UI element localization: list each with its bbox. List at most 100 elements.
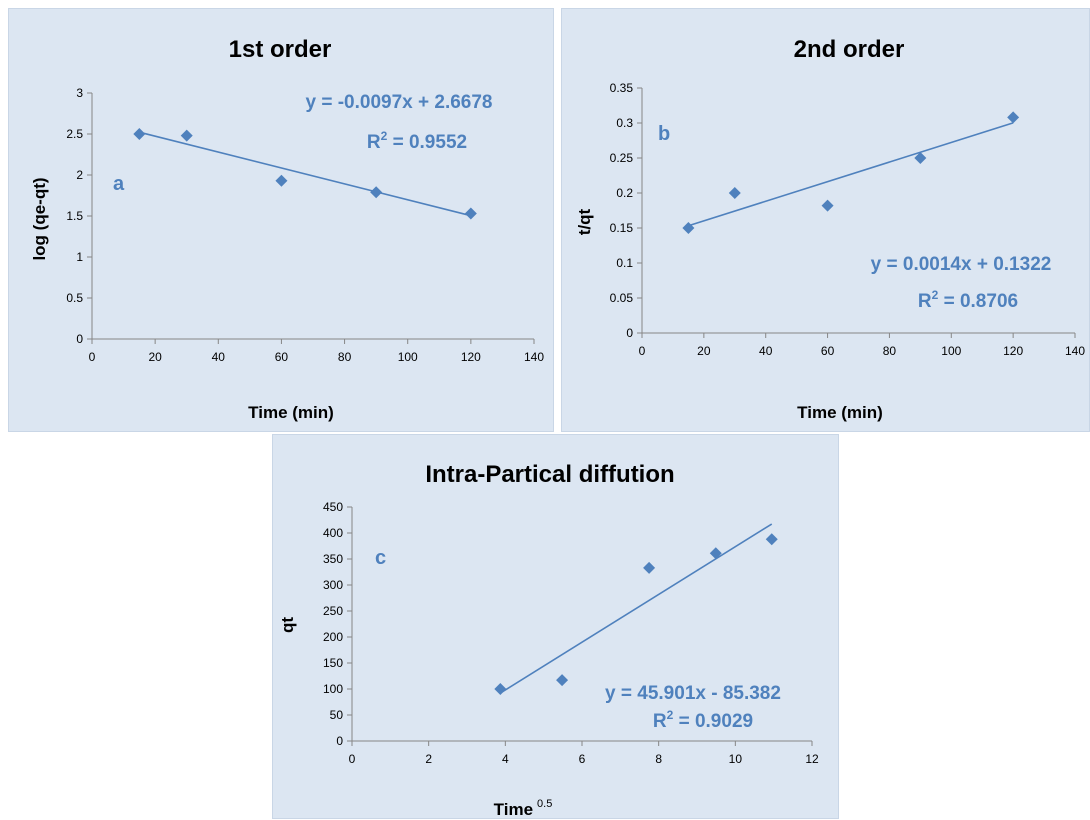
chart-b-r2-sup: 2 [932, 288, 939, 302]
chart-b-letter: b [658, 123, 670, 145]
chart-c-y-tick-label: 250 [323, 604, 343, 618]
chart-b-r2-value: = 0.8706 [938, 291, 1018, 312]
chart-b-r2: R2 = 0.8706 [918, 288, 1018, 312]
chart-a-x-tick-label: 80 [338, 350, 352, 364]
chart-a-y-tick-label: 2 [76, 168, 83, 182]
chart-c-y-tick-label: 150 [323, 656, 343, 670]
chart-a-ylabel: log (qe-qt) [30, 177, 49, 260]
chart-c-r2-sup: 2 [667, 708, 674, 722]
chart-a-equation: y = -0.0097x + 2.6678 [306, 92, 493, 113]
chart-b-data-point [1007, 111, 1020, 124]
chart-c-y-tick-label: 200 [323, 630, 343, 644]
chart-b-x-tick-label: 120 [1003, 344, 1023, 358]
chart-a-x-tick-label: 20 [148, 350, 162, 364]
chart-c-y-tick-label: 400 [323, 526, 343, 540]
chart-c-data-point [556, 674, 569, 687]
chart-c-data-point [709, 547, 722, 560]
chart-b-x-tick-label: 140 [1065, 344, 1085, 358]
chart-b-y-tick-label: 0.1 [616, 256, 633, 270]
chart-a-y-tick-label: 2.5 [66, 127, 83, 141]
chart-a-data-point [133, 128, 146, 140]
chart-c-x-tick-label: 2 [425, 752, 432, 766]
chart-c-x-tick-label: 10 [729, 752, 743, 766]
chart-b-y-tick-label: 0 [626, 326, 633, 340]
chart-c-data-point [494, 683, 507, 695]
chart-b-svg: 2nd order 0 0.05 0.1 0.15 0.2 0.25 0.3 0.35 0 20 4… [575, 36, 1085, 422]
chart-c-svg: Intra-Partical diffution 050100150200250… [278, 461, 819, 819]
chart-b-data-point [682, 222, 695, 234]
chart-panel-a: 1st order 0 0.5 1 1.5 2 2.5 3 0 20 40 60 80 100 120 14… [8, 8, 554, 432]
chart-a-x-tick-label: 0 [89, 350, 96, 364]
chart-c-xlabel: Time 0.5 [494, 798, 553, 819]
chart-c-trendline [499, 523, 773, 694]
chart-b-y-tick-label: 0.25 [610, 151, 634, 165]
chart-b-xlabel: Time (min) [797, 403, 883, 422]
chart-a-r2-label: R [367, 132, 381, 153]
chart-c-y-tick-label: 450 [323, 500, 343, 514]
chart-a-y-tick-label: 1 [76, 250, 83, 264]
chart-b-y-tick-label: 0.3 [616, 116, 633, 130]
chart-b-y-tick-label: 0.2 [616, 186, 633, 200]
chart-a-trendline [139, 131, 472, 217]
chart-a-title: 1st order [229, 36, 332, 63]
chart-c-r2-value: = 0.9029 [673, 711, 753, 732]
chart-b-data-point [914, 152, 927, 164]
chart-b-y-tick-label: 0.35 [610, 81, 634, 95]
chart-c-x-tick-label: 8 [655, 752, 662, 766]
chart-a-y-tick-label: 1.5 [66, 209, 83, 223]
chart-a-xlabel: Time (min) [248, 403, 334, 422]
chart-c-y-tick-label: 300 [323, 578, 343, 592]
chart-b-r2-label: R [918, 291, 932, 312]
chart-a-x-tick-label: 60 [275, 350, 289, 364]
chart-a-y-tick-label: 0 [76, 332, 83, 346]
chart-b-x-tick-label: 60 [821, 344, 835, 358]
chart-c-y-tick-label: 100 [323, 682, 343, 696]
chart-a-r2-value: = 0.9552 [387, 132, 467, 153]
chart-c-x-tick-label: 12 [805, 752, 819, 766]
chart-panel-c: Intra-Partical diffution 0 50 100 150 200 250… [272, 434, 839, 819]
chart-a-svg: 1st order 0 0.5 1 1.5 2 2.5 3 0 20 40 60 80 100 120 14… [30, 36, 544, 422]
chart-c-x-tick-label: 6 [579, 752, 586, 766]
chart-a-y-tick-label: 3 [76, 86, 83, 100]
chart-c-xlabel-sup: 0.5 [537, 798, 552, 810]
chart-c-y-tick-label: 50 [330, 708, 344, 722]
chart-b-equation: y = 0.0014x + 0.1322 [871, 254, 1052, 275]
chart-a-data-point [180, 129, 193, 142]
chart-c-ylabel: qt [278, 617, 297, 633]
chart-c-data-point [643, 561, 656, 574]
chart-a-x-tick-label: 140 [524, 350, 544, 364]
chart-c-y-tick-label: 350 [323, 552, 343, 566]
chart-b-x-tick-label: 40 [759, 344, 773, 358]
chart-a-r2: R2 = 0.9552 [367, 129, 467, 153]
chart-a-y-tick-label: 0.5 [66, 291, 83, 305]
chart-c-letter: c [375, 547, 386, 569]
chart-a-data-point [275, 174, 288, 187]
chart-b-data-point [821, 199, 834, 212]
chart-b-trendline [688, 122, 1014, 227]
chart-b-x-tick-label: 100 [941, 344, 961, 358]
chart-b-y-tick-label: 0.05 [610, 291, 634, 305]
chart-c-x-tick-label: 4 [502, 752, 509, 766]
chart-b-ylabel: t/qt [575, 208, 594, 235]
chart-c-x-tick-label: 0 [349, 752, 356, 766]
chart-b-x-tick-label: 20 [697, 344, 711, 358]
chart-a-data-point [370, 186, 383, 199]
chart-c-title: Intra-Partical diffution [425, 461, 674, 488]
chart-a-letter: a [113, 173, 125, 195]
chart-b-y-tick-label: 0.15 [610, 221, 634, 235]
chart-b-data-point [728, 187, 741, 199]
chart-c-data-point [765, 533, 778, 546]
chart-panel-b: 2nd order 0 0.05 0.1 0.15 0.2 0.25 0.3 0.35 0 20 4… [561, 8, 1090, 432]
chart-b-title: 2nd order [794, 36, 905, 63]
chart-c-xlabel-text: Time [494, 800, 533, 819]
chart-a-x-tick-label: 100 [398, 350, 418, 364]
chart-c-r2-label: R [653, 711, 667, 732]
chart-c-r2: R2 = 0.9029 [653, 708, 753, 732]
chart-a-x-tick-label: 120 [461, 350, 481, 364]
chart-c-y-tick-label: 0 [336, 734, 343, 748]
chart-c-equation: y = 45.901x - 85.382 [605, 683, 781, 704]
chart-a-data-point [464, 207, 477, 220]
chart-b-x-tick-label: 0 [639, 344, 646, 358]
chart-a-x-tick-label: 40 [212, 350, 226, 364]
chart-a-r2-sup: 2 [381, 129, 388, 143]
